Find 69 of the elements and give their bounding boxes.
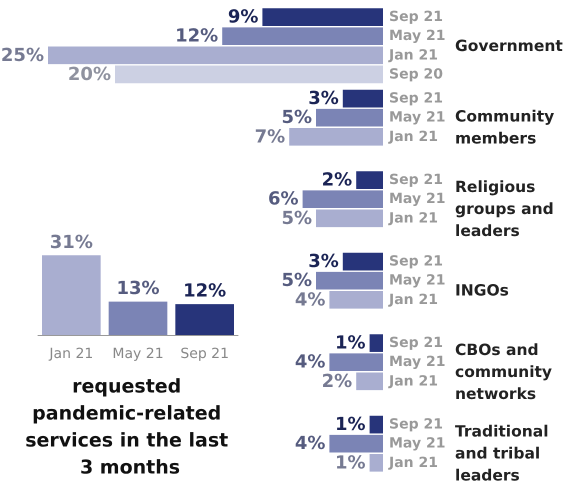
category-label: May 21	[389, 191, 446, 208]
category-label: May 21	[389, 436, 446, 452]
bar	[370, 416, 383, 434]
category-label: Jan 21	[389, 454, 438, 471]
bar	[329, 290, 383, 309]
data-label: 3%	[308, 88, 339, 110]
text: requested pandemic-related services in the last 3 months	[25, 376, 235, 478]
category-label: Sep 21	[389, 335, 443, 352]
category-label: Jan 21	[389, 292, 438, 308]
category-label: May 21	[389, 272, 446, 289]
data-label: 1%	[335, 332, 366, 354]
data-label: 2%	[322, 170, 352, 191]
bar	[329, 434, 383, 453]
data-label: 4%	[294, 433, 326, 454]
bar	[356, 171, 383, 189]
bar	[289, 128, 383, 146]
data-label: 3%	[308, 251, 339, 272]
data-label: 4%	[294, 352, 326, 373]
series-label: Jan 21	[388, 47, 438, 64]
data-label: 12%	[175, 26, 218, 47]
bar	[316, 272, 383, 290]
y-tick-label: Religious groups and leaders	[455, 178, 560, 240]
y-tick-label: Community members	[455, 107, 560, 148]
category-label: May 21	[389, 110, 446, 126]
bar	[370, 334, 383, 352]
data-label: 5%	[281, 208, 312, 229]
data-label: 12%	[183, 280, 226, 302]
data-label: 2%	[322, 370, 352, 392]
data-label: 1%	[335, 414, 366, 436]
category-label: Sep 21	[389, 254, 443, 270]
category-label: Sep 21	[389, 90, 443, 107]
bar	[316, 108, 383, 127]
y-tick-label: Traditional and tribal leaders	[455, 422, 554, 484]
category-label: Jan 21	[389, 210, 438, 226]
bar	[262, 8, 383, 26]
data-label: 20%	[68, 64, 111, 85]
data-label: 5%	[281, 270, 312, 292]
x-tick-label: May 21	[112, 346, 164, 362]
series-label: Sep 21	[389, 9, 443, 26]
data-label: 5%	[281, 107, 312, 128]
bar	[48, 46, 383, 64]
data-label: 25%	[0, 44, 44, 66]
data-label: 7%	[254, 126, 286, 148]
category-label: Jan 21	[389, 373, 438, 390]
bar	[302, 190, 383, 208]
x-tick-label: Jan 21	[48, 346, 94, 362]
data-label: 1%	[335, 452, 366, 474]
series-label: Sep 20	[389, 66, 444, 82]
y-tick-label: Government	[455, 36, 564, 55]
bar	[222, 27, 383, 46]
category-label: Jan 21	[389, 128, 438, 145]
bar	[356, 372, 383, 390]
bar	[329, 353, 383, 372]
x-tick-label: Sep 21	[180, 346, 229, 362]
bar	[370, 454, 383, 472]
bar	[342, 90, 383, 108]
data-label: 4%	[294, 289, 326, 310]
data-label: 31%	[50, 232, 93, 253]
category-label: Sep 21	[389, 416, 443, 433]
data-label: 6%	[268, 188, 299, 210]
category-label: Sep 21	[389, 172, 443, 188]
bar	[115, 66, 383, 84]
data-label: 9%	[228, 6, 258, 28]
bar	[316, 209, 383, 228]
bar	[342, 252, 383, 270]
data-label: 13%	[116, 278, 160, 300]
series-label: May 21	[389, 28, 446, 44]
y-tick-label: CBOs and community networks	[455, 340, 558, 403]
y-tick-label: INGOs	[455, 281, 509, 300]
